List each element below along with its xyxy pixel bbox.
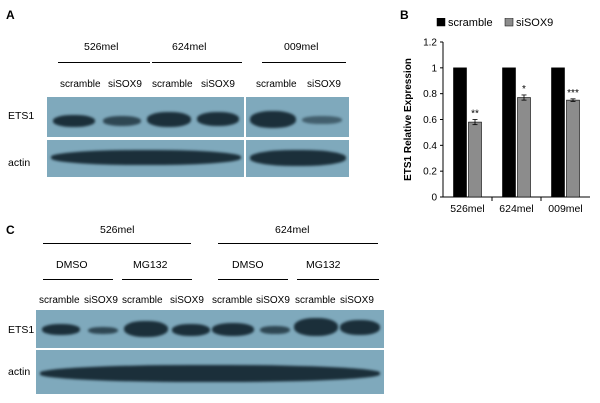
- legend-swatch-scramble: [436, 18, 446, 27]
- group-label-526mel: 526mel: [84, 41, 119, 53]
- group-line-526mel: [58, 62, 150, 63]
- panel-c-label: C: [6, 223, 15, 237]
- blot-c-ets1: [36, 310, 384, 348]
- significance-526mel: **: [471, 109, 479, 120]
- blot-a-actin-left: [47, 140, 244, 177]
- y-axis-title: ETS1 Relative Expression: [403, 58, 414, 181]
- lane-a-6: siSOX9: [307, 79, 341, 90]
- y-tick-label: 0.8: [423, 89, 437, 100]
- lane-a-2: siSOX9: [108, 79, 142, 90]
- bar-scramble-624mel: [502, 67, 516, 198]
- lane-a-5: scramble: [256, 79, 297, 90]
- lane-c-3: scramble: [122, 295, 163, 306]
- treatment-c-2: MG132: [133, 259, 168, 271]
- bar-siSOX9-009mel: [566, 99, 580, 198]
- treatment-line-c-3: [218, 279, 288, 280]
- row-label-actin-a: actin: [8, 157, 31, 169]
- y-tick-label: 0.6: [423, 115, 437, 126]
- lane-a-1: scramble: [60, 79, 101, 90]
- legend-swatch-siSOX9: [504, 18, 514, 27]
- bar-chart: scramble siSOX9 0 0.2 0.4 0.6 0.8 1 1.2 ETS1 Rel…: [403, 18, 590, 215]
- group-line-c-624mel: [218, 243, 378, 244]
- bar-siSOX9-624mel: [517, 97, 531, 198]
- y-tick-label: 1: [431, 63, 437, 74]
- group-label-624mel: 624mel: [172, 41, 207, 53]
- legend-label-scramble: scramble: [448, 18, 493, 29]
- treatment-line-c-1: [43, 279, 113, 280]
- row-label-ets1-a: ETS1: [8, 110, 35, 122]
- lane-c-4: siSOX9: [170, 295, 204, 306]
- y-tick-label: 0.4: [423, 141, 437, 152]
- blot-a-actin-right: [246, 140, 349, 177]
- y-tick-label: 1.2: [423, 38, 437, 49]
- blot-a-ets1-left: [47, 97, 244, 137]
- lane-c-6: siSOX9: [256, 295, 290, 306]
- lane-a-4: siSOX9: [201, 79, 235, 90]
- panel-a-label: A: [6, 8, 15, 22]
- treatment-c-1: DMSO: [56, 259, 88, 271]
- lane-c-1: scramble: [39, 295, 80, 306]
- group-label-c-624mel: 624mel: [275, 224, 310, 236]
- x-tick-label-624mel: 624mel: [499, 203, 533, 215]
- significance-009mel: ***: [567, 88, 579, 99]
- y-tick-label: 0.2: [423, 167, 437, 178]
- x-tick-label-526mel: 526mel: [450, 203, 484, 215]
- group-label-009mel: 009mel: [284, 41, 319, 53]
- treatment-line-c-2: [122, 279, 192, 280]
- legend-label-siSOX9: siSOX9: [516, 18, 553, 29]
- group-line-c-526mel: [43, 243, 191, 244]
- lane-c-8: siSOX9: [340, 295, 374, 306]
- treatment-c-4: MG132: [306, 259, 341, 271]
- significance-624mel: *: [522, 84, 526, 95]
- lane-c-5: scramble: [212, 295, 253, 306]
- bar-siSOX9-526mel: [468, 121, 482, 198]
- treatment-line-c-4: [297, 279, 379, 280]
- x-tick-label-009mel: 009mel: [548, 203, 582, 215]
- panel-b-label: B: [400, 8, 409, 22]
- bar-scramble-009mel: [551, 67, 565, 198]
- lane-a-3: scramble: [152, 79, 193, 90]
- lane-c-2: siSOX9: [84, 295, 118, 306]
- blot-c-actin: [36, 350, 384, 394]
- treatment-c-3: DMSO: [232, 259, 264, 271]
- blot-a-ets1-right: [246, 97, 349, 137]
- row-label-actin-c: actin: [8, 366, 31, 378]
- lane-c-7: scramble: [295, 295, 336, 306]
- group-line-009mel: [262, 62, 346, 63]
- y-tick-label: 0: [431, 193, 437, 204]
- group-line-624mel: [152, 62, 242, 63]
- bar-scramble-526mel: [453, 67, 467, 198]
- row-label-ets1-c: ETS1: [8, 324, 35, 336]
- group-label-c-526mel: 526mel: [100, 224, 135, 236]
